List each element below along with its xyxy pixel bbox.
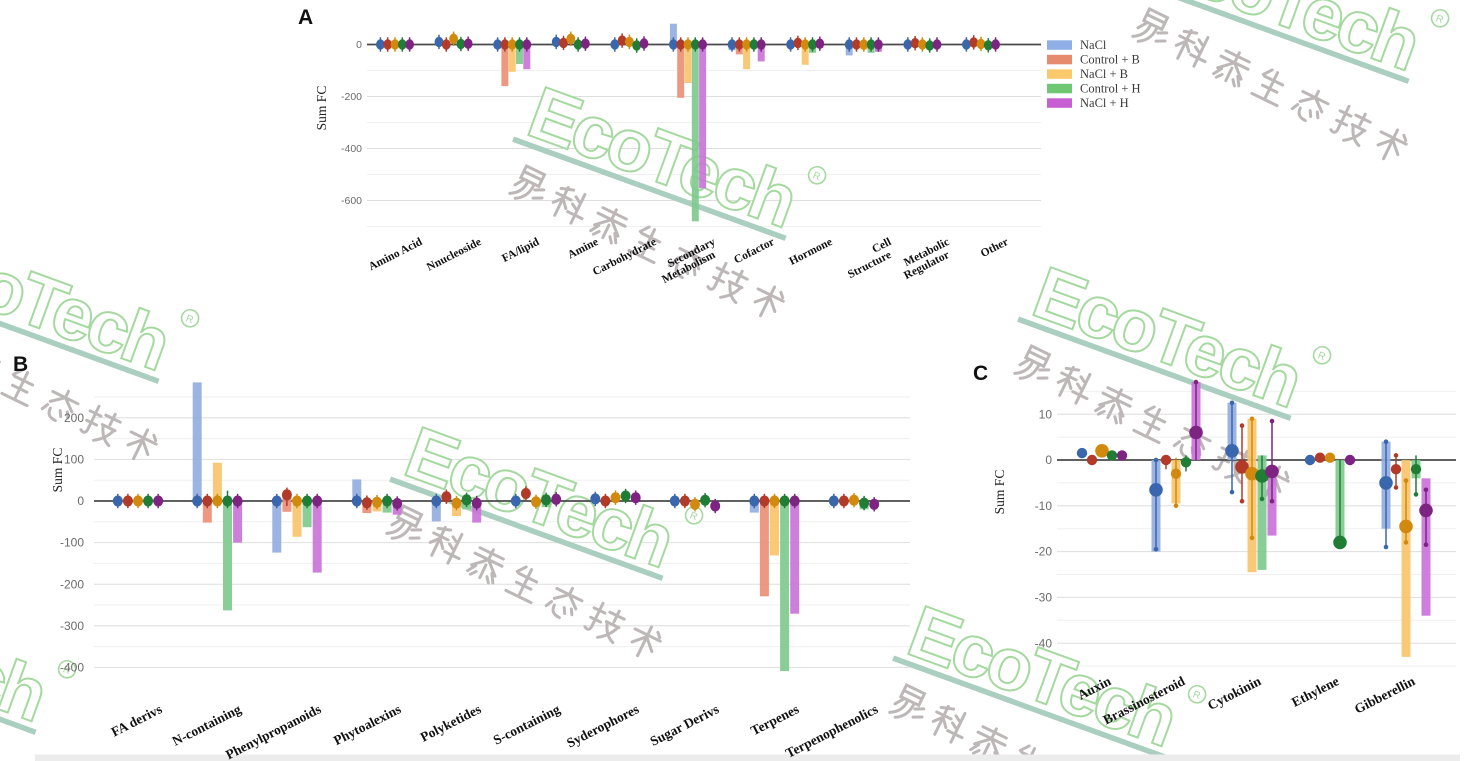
svg-text:C: C — [973, 362, 988, 385]
svg-text:-30: -30 — [1035, 591, 1053, 605]
svg-text:-600: -600 — [341, 195, 362, 207]
svg-text:0: 0 — [77, 494, 84, 508]
svg-text:Sum FC: Sum FC — [992, 470, 1007, 515]
svg-text:NaCl + H: NaCl + H — [1080, 96, 1129, 110]
svg-text:10: 10 — [1039, 407, 1053, 421]
svg-text:-400: -400 — [341, 143, 362, 155]
svg-text:-10: -10 — [1035, 499, 1053, 513]
svg-text:NaCl + B: NaCl + B — [1080, 67, 1128, 81]
svg-text:-40: -40 — [1035, 636, 1053, 650]
svg-text:NaCl: NaCl — [1080, 38, 1107, 52]
svg-text:-20: -20 — [1035, 545, 1053, 559]
svg-text:-200: -200 — [341, 91, 362, 103]
svg-text:Control + H: Control + H — [1080, 81, 1141, 95]
svg-text:Sum FC: Sum FC — [314, 86, 329, 131]
svg-text:0: 0 — [356, 39, 362, 51]
svg-text:Control + B: Control + B — [1080, 52, 1140, 66]
svg-text:-400: -400 — [60, 661, 84, 675]
svg-text:-300: -300 — [60, 619, 84, 633]
svg-text:B: B — [13, 353, 28, 376]
svg-text:-200: -200 — [60, 577, 84, 591]
svg-text:-100: -100 — [60, 536, 84, 550]
svg-text:Sum FC: Sum FC — [50, 448, 65, 493]
svg-text:A: A — [298, 6, 313, 29]
svg-text:0: 0 — [1045, 453, 1052, 467]
svg-text:200: 200 — [64, 411, 84, 425]
svg-text:100: 100 — [64, 453, 84, 467]
